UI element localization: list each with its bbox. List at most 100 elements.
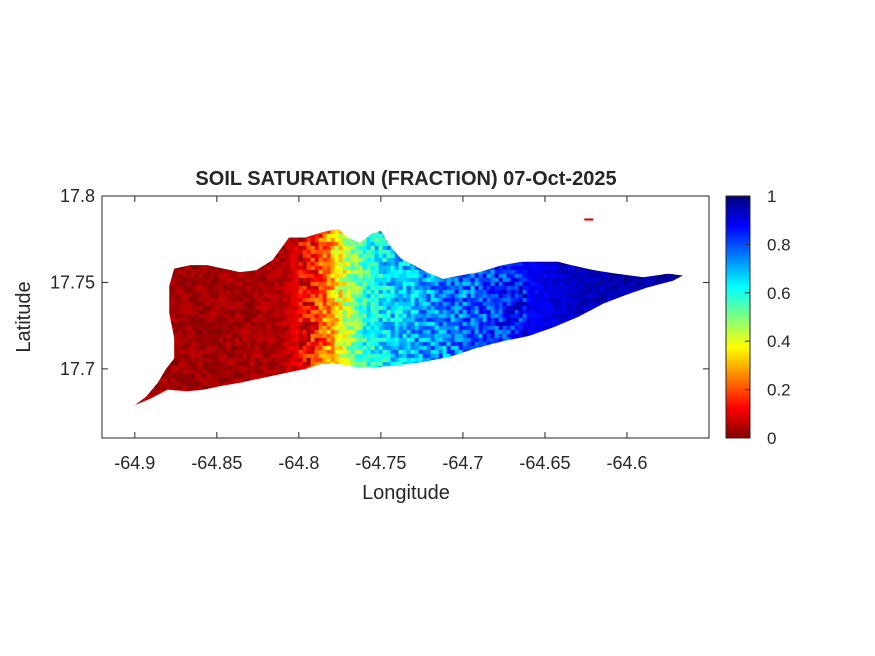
saturation-cell: [250, 297, 256, 303]
saturation-cell: [346, 289, 352, 295]
saturation-cell: [678, 317, 683, 323]
saturation-cell: [606, 281, 612, 287]
saturation-cell: [298, 309, 304, 315]
saturation-cell: [454, 257, 460, 263]
saturation-cell: [186, 353, 192, 359]
saturation-cell: [278, 237, 284, 243]
saturation-cell: [322, 289, 328, 295]
saturation-cell: [386, 345, 392, 351]
saturation-cell: [306, 321, 312, 327]
saturation-cell: [350, 349, 356, 355]
saturation-cell: [522, 337, 528, 343]
saturation-cell: [250, 261, 256, 267]
saturation-cell: [234, 349, 240, 355]
saturation-cell: [154, 273, 160, 279]
saturation-cell: [262, 233, 268, 239]
saturation-cell: [358, 233, 364, 239]
saturation-cell: [482, 293, 488, 299]
saturation-cell: [258, 321, 264, 327]
saturation-cell: [170, 265, 176, 271]
saturation-cell: [398, 341, 404, 347]
saturation-cell: [510, 229, 516, 235]
saturation-cell: [438, 249, 444, 255]
saturation-cell: [414, 281, 420, 287]
saturation-cell: [578, 305, 584, 311]
saturation-cell: [358, 329, 364, 335]
saturation-cell: [658, 293, 664, 299]
saturation-cell: [206, 261, 212, 267]
saturation-cell: [454, 228, 460, 231]
saturation-cell: [254, 265, 260, 271]
saturation-cell: [614, 349, 620, 355]
saturation-cell: [414, 285, 420, 291]
saturation-cell: [150, 277, 156, 283]
saturation-cell: [614, 257, 620, 263]
saturation-cell: [530, 249, 536, 255]
saturation-cell: [134, 305, 136, 311]
saturation-cell: [462, 301, 468, 307]
saturation-cell: [454, 321, 460, 327]
saturation-cell: [366, 329, 372, 335]
saturation-cell: [346, 273, 352, 279]
saturation-cell: [446, 233, 452, 239]
saturation-cell: [338, 249, 344, 255]
saturation-cell: [150, 229, 156, 235]
saturation-cell: [350, 265, 356, 271]
saturation-cell: [334, 237, 340, 243]
saturation-cell: [347, 222, 352, 227]
saturation-cell: [127, 278, 132, 283]
saturation-cell: [546, 265, 552, 271]
saturation-cell: [182, 333, 188, 339]
saturation-cell: [462, 281, 468, 287]
saturation-cell: [310, 233, 316, 239]
saturation-cell: [542, 341, 548, 347]
saturation-cell: [506, 253, 512, 259]
saturation-cell: [490, 273, 496, 279]
saturation-cell: [470, 228, 476, 231]
saturation-cell: [518, 237, 524, 243]
saturation-cell: [670, 321, 676, 327]
saturation-cell: [354, 237, 360, 243]
saturation-cell: [306, 349, 312, 355]
saturation-cell: [390, 241, 396, 247]
saturation-cell: [602, 333, 608, 339]
saturation-cell: [182, 253, 188, 259]
saturation-cell: [230, 361, 236, 367]
saturation-cell: [266, 305, 272, 311]
saturation-cell: [394, 229, 400, 235]
saturation-cell: [342, 269, 348, 275]
saturation-cell: [246, 357, 252, 363]
saturation-cell: [502, 305, 508, 311]
saturation-cell: [594, 289, 600, 295]
saturation-cell: [462, 293, 468, 299]
saturation-cell: [314, 309, 320, 315]
saturation-cell: [638, 353, 644, 359]
saturation-cell: [210, 309, 216, 315]
saturation-cell: [586, 229, 592, 235]
saturation-cell: [242, 237, 248, 243]
saturation-cell: [598, 269, 604, 275]
saturation-cell: [482, 337, 488, 343]
saturation-cell: [154, 285, 160, 291]
saturation-cell: [678, 229, 683, 235]
saturation-cell: [250, 285, 256, 291]
saturation-cell: [178, 293, 184, 299]
saturation-cell: [326, 265, 332, 271]
saturation-cell: [406, 249, 412, 255]
saturation-cell: [438, 228, 444, 231]
saturation-cell: [258, 309, 264, 315]
saturation-cell: [534, 281, 540, 287]
saturation-cell: [494, 265, 500, 271]
saturation-cell: [630, 257, 636, 263]
saturation-cell: [606, 329, 612, 335]
saturation-cell: [258, 285, 264, 291]
saturation-cell: [550, 237, 556, 243]
saturation-cell: [190, 241, 196, 247]
saturation-cell: [450, 341, 456, 347]
saturation-cell: [162, 233, 168, 239]
saturation-cell: [550, 321, 556, 327]
saturation-cell: [402, 337, 408, 343]
saturation-cell: [139, 222, 144, 227]
saturation-cell: [502, 261, 508, 267]
saturation-cell: [362, 249, 368, 255]
